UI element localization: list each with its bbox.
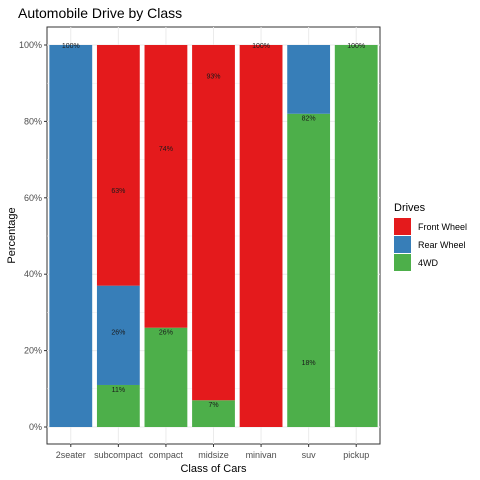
- y-tick-label: 80%: [24, 116, 42, 126]
- y-axis-title: Percentage: [6, 207, 18, 263]
- y-tick-label: 100%: [19, 40, 42, 50]
- bar-segment: [287, 45, 330, 114]
- bar-segment: [49, 45, 92, 427]
- bar-segment: [97, 45, 140, 286]
- bar-segment: [192, 45, 235, 400]
- x-tick-label: subcompact: [94, 450, 143, 460]
- legend-title: Drives: [394, 202, 426, 214]
- data-label: 11%: [112, 387, 126, 394]
- x-tick-label: 2seater: [56, 450, 86, 460]
- legend-swatch: [394, 254, 411, 271]
- data-label: 100%: [62, 43, 80, 50]
- data-label: 63%: [111, 188, 125, 195]
- bar-segment: [145, 45, 188, 328]
- legend-label: 4WD: [418, 258, 439, 268]
- legend-label: Front Wheel: [418, 222, 467, 232]
- bars: [49, 45, 377, 427]
- y-tick-label: 40%: [24, 269, 42, 279]
- data-label: 18%: [302, 360, 316, 367]
- y-tick-label: 0%: [29, 422, 42, 432]
- data-label: 26%: [111, 330, 125, 337]
- legend: Drives Front Wheel Rear Wheel 4WD: [394, 202, 467, 271]
- bar-segment: [287, 114, 330, 427]
- y-tick-label: 60%: [24, 193, 42, 203]
- data-label: 7%: [208, 402, 218, 409]
- x-tick-label: pickup: [343, 450, 369, 460]
- x-tick-label: compact: [149, 450, 184, 460]
- bar-segment: [145, 328, 188, 427]
- data-label: 100%: [347, 43, 365, 50]
- y-tick-label: 20%: [24, 346, 42, 356]
- bar-segment: [335, 45, 378, 427]
- legend-swatch: [394, 218, 411, 235]
- data-label: 93%: [206, 74, 220, 81]
- x-axis: 2seater subcompact compact midsize minivan su…: [56, 444, 369, 460]
- data-label: 26%: [159, 330, 173, 337]
- x-tick-label: midsize: [198, 450, 229, 460]
- chart-title: Automobile Drive by Class: [18, 5, 182, 21]
- x-tick-label: minivan: [246, 450, 277, 460]
- data-label: 100%: [252, 43, 270, 50]
- legend-label: Rear Wheel: [418, 240, 466, 250]
- legend-swatch: [394, 236, 411, 253]
- x-axis-title: Class of Cars: [180, 463, 247, 475]
- y-axis: 0% 20% 40% 60% 80% 100%: [19, 40, 47, 432]
- x-tick-label: suv: [302, 450, 317, 460]
- bar-segment: [240, 45, 283, 427]
- data-label: 74%: [159, 146, 173, 153]
- data-label: 82%: [302, 116, 316, 123]
